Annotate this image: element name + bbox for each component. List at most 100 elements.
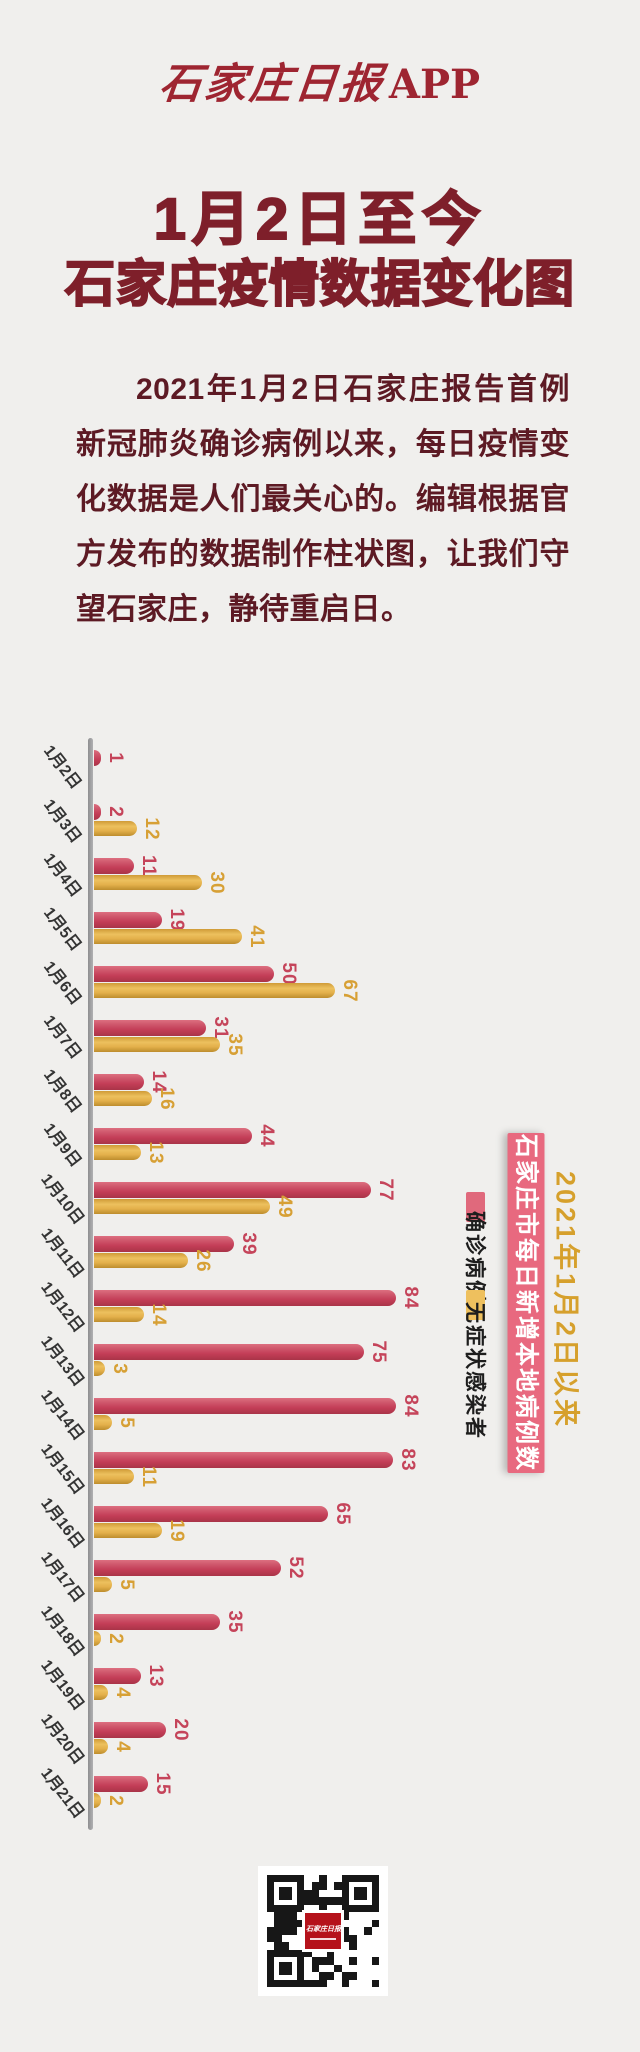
qr-module bbox=[282, 1935, 289, 1942]
qr-module bbox=[289, 1919, 297, 1928]
chart-banner-subtitle: 2021年1月2日以来 bbox=[550, 1170, 581, 1430]
qr-module bbox=[372, 1942, 379, 1949]
value-label-confirmed-12: 84 bbox=[400, 1394, 421, 1418]
qr-module bbox=[334, 1980, 341, 1987]
bar-asymptomatic-2 bbox=[94, 875, 202, 890]
qr-module bbox=[281, 1919, 290, 1928]
intro-paragraph: 2021年1月2日石家庄报告首例新冠肺炎确诊病例以来，每日疫情变化数据是人们最关… bbox=[76, 373, 570, 626]
legend-swatch-confirmed bbox=[466, 1192, 485, 1222]
date-label-4: 1月6日 bbox=[39, 958, 85, 1009]
bar-asymptomatic-4 bbox=[94, 983, 335, 998]
qr-module bbox=[274, 1942, 282, 1950]
qr-module bbox=[319, 1965, 326, 1972]
date-label-18: 1月20日 bbox=[37, 1711, 87, 1768]
qr-module bbox=[334, 1964, 342, 1973]
qr-module bbox=[327, 1875, 334, 1882]
bar-confirmed-5 bbox=[94, 1020, 206, 1036]
qr-module bbox=[319, 1979, 327, 1987]
bar-asymptomatic-7 bbox=[94, 1145, 141, 1160]
qr-code-modules bbox=[267, 1875, 379, 1987]
value-label-asymptomatic-2: 30 bbox=[206, 870, 227, 895]
bar-asymptomatic-19 bbox=[94, 1793, 101, 1808]
bar-confirmed-4 bbox=[94, 966, 274, 982]
legend-label-asymptomatic: 无症状感染者 bbox=[463, 1302, 486, 1440]
qr-module bbox=[349, 1934, 357, 1943]
qr-module bbox=[304, 1965, 311, 1972]
qr-module bbox=[311, 1897, 320, 1905]
qr-module bbox=[289, 1935, 296, 1942]
date-label-6: 1月8日 bbox=[39, 1066, 85, 1117]
qr-module bbox=[349, 1980, 356, 1987]
qr-module bbox=[334, 1882, 342, 1890]
qr-module bbox=[357, 1912, 364, 1919]
date-label-5: 1月7日 bbox=[39, 1012, 85, 1063]
bar-confirmed-1 bbox=[94, 804, 101, 820]
value-label-asymptomatic-17: 4 bbox=[112, 1686, 133, 1699]
value-label-asymptomatic-11: 3 bbox=[109, 1362, 130, 1375]
value-label-asymptomatic-18: 4 bbox=[112, 1740, 133, 1753]
value-label-asymptomatic-6: 16 bbox=[156, 1086, 177, 1111]
qr-module bbox=[311, 1957, 320, 1965]
qr-module bbox=[372, 1912, 379, 1919]
qr-module bbox=[281, 1942, 290, 1950]
qr-module bbox=[281, 1912, 290, 1920]
qr-module bbox=[311, 1889, 320, 1898]
bar-confirmed-18 bbox=[94, 1722, 166, 1738]
date-label-12: 1月14日 bbox=[37, 1387, 87, 1444]
qr-module bbox=[319, 1875, 327, 1883]
qr-module bbox=[304, 1972, 311, 1979]
qr-module bbox=[372, 1950, 379, 1957]
qr-module bbox=[304, 1957, 311, 1964]
bar-confirmed-2 bbox=[94, 858, 134, 874]
qr-module bbox=[371, 1957, 379, 1965]
bar-confirmed-13 bbox=[94, 1452, 393, 1468]
qr-module bbox=[349, 1972, 357, 1980]
bar-confirmed-11 bbox=[94, 1344, 364, 1360]
value-label-asymptomatic-16: 2 bbox=[105, 1632, 126, 1645]
qr-module bbox=[357, 1935, 364, 1942]
value-label-confirmed-1: 2 bbox=[105, 806, 126, 818]
value-label-confirmed-8: 77 bbox=[375, 1178, 396, 1202]
bar-asymptomatic-8 bbox=[94, 1199, 270, 1214]
qr-module bbox=[349, 1957, 357, 1965]
qr-module bbox=[289, 1912, 297, 1920]
qr-module bbox=[326, 1949, 335, 1958]
bar-asymptomatic-18 bbox=[94, 1739, 108, 1754]
date-label-2: 1月4日 bbox=[39, 850, 85, 901]
bar-asymptomatic-1 bbox=[94, 821, 137, 836]
bar-asymptomatic-16 bbox=[94, 1631, 101, 1646]
qr-module bbox=[341, 1979, 350, 1987]
date-label-0: 1月2日 bbox=[39, 742, 85, 793]
bar-confirmed-12 bbox=[94, 1398, 396, 1414]
qr-module bbox=[274, 1927, 282, 1935]
bar-confirmed-16 bbox=[94, 1614, 220, 1630]
qr-module bbox=[281, 1927, 290, 1935]
qr-module bbox=[364, 1912, 371, 1919]
qr-module bbox=[349, 1920, 356, 1927]
qr-module bbox=[326, 1957, 335, 1965]
qr-module bbox=[371, 1919, 379, 1928]
qr-module bbox=[349, 1942, 357, 1950]
bar-confirmed-8 bbox=[94, 1182, 371, 1198]
value-label-confirmed-11: 75 bbox=[368, 1340, 389, 1364]
qr-module bbox=[364, 1927, 372, 1935]
qr-module bbox=[319, 1957, 327, 1965]
qr-module bbox=[334, 1957, 341, 1964]
date-label-7: 1月9日 bbox=[39, 1120, 85, 1171]
legend-swatch-asymptomatic bbox=[466, 1290, 485, 1320]
qr-module bbox=[357, 1927, 364, 1934]
bar-asymptomatic-15 bbox=[94, 1577, 112, 1592]
date-label-14: 1月16日 bbox=[37, 1495, 87, 1552]
qr-module bbox=[319, 1890, 326, 1897]
qr-module bbox=[349, 1950, 356, 1957]
bar-confirmed-7 bbox=[94, 1128, 252, 1144]
bar-asymptomatic-5 bbox=[94, 1037, 220, 1052]
qr-module bbox=[364, 1920, 371, 1927]
qr-module bbox=[304, 1979, 312, 1987]
qr-module bbox=[372, 1972, 379, 1979]
value-label-confirmed-15: 52 bbox=[285, 1556, 306, 1580]
value-label-confirmed-10: 84 bbox=[400, 1286, 421, 1310]
qr-module bbox=[326, 1897, 335, 1905]
qr-module bbox=[364, 1950, 371, 1957]
